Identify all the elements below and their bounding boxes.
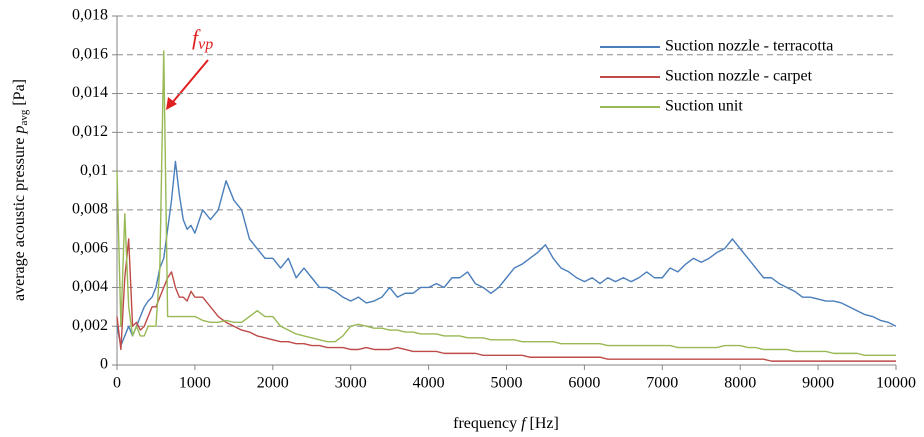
y-tick-label: 0,018 (72, 7, 108, 24)
y-tick-label: 0,01 (80, 162, 108, 179)
x-tick-label: 4000 (413, 375, 445, 392)
x-tick-label: 8000 (724, 375, 756, 392)
x-axis-label: frequency f [Hz] (453, 415, 559, 432)
x-tick-label: 5000 (491, 375, 523, 392)
y-axis-label: average acoustic pressure pavg [Pa] (11, 79, 32, 301)
annotation-subscript: vp (198, 36, 213, 53)
x-tick-label: 10000 (876, 375, 916, 392)
x-tick-label: 3000 (335, 375, 367, 392)
y-tick-label: 0,006 (72, 239, 108, 256)
x-tick-label: 7000 (646, 375, 678, 392)
y-tick-label: 0,016 (72, 45, 108, 62)
series-line (116, 160, 897, 347)
y-tick-label: 0 (100, 356, 108, 373)
legend-label: Suction nozzle - terracotta (665, 38, 833, 55)
y-tick-label: 0,004 (72, 278, 108, 295)
y-label-symbol: p (11, 126, 28, 135)
x-label-unit: [Hz] (530, 415, 559, 432)
x-tick-label: 6000 (568, 375, 600, 392)
y-label-subscript: avg (18, 109, 30, 125)
legend-label: Suction nozzle - carpet (665, 68, 813, 85)
x-tick-label: 2000 (257, 375, 289, 392)
y-tick-label: 0,012 (72, 123, 108, 140)
annotation: fvp (192, 25, 213, 53)
annotation-arrowhead (166, 97, 177, 110)
annotation-text: f (192, 25, 201, 50)
series-line (116, 50, 896, 357)
x-tick-label: 1000 (179, 375, 211, 392)
y-tick-label: 0,002 (72, 317, 108, 334)
y-tick-label: 0,014 (72, 84, 108, 101)
x-tick-label: 0 (113, 375, 121, 392)
legend-label: Suction unit (665, 98, 743, 115)
y-tick-label: 0,008 (72, 201, 108, 218)
annotation-arrow (171, 59, 209, 104)
y-label-unit: [Pa] (11, 79, 28, 106)
y-label-text: average acoustic pressure (11, 138, 28, 301)
x-label-symbol: f (521, 415, 528, 432)
series-line (116, 238, 896, 362)
x-label-text: frequency (453, 415, 517, 432)
x-tick-label: 9000 (802, 375, 834, 392)
